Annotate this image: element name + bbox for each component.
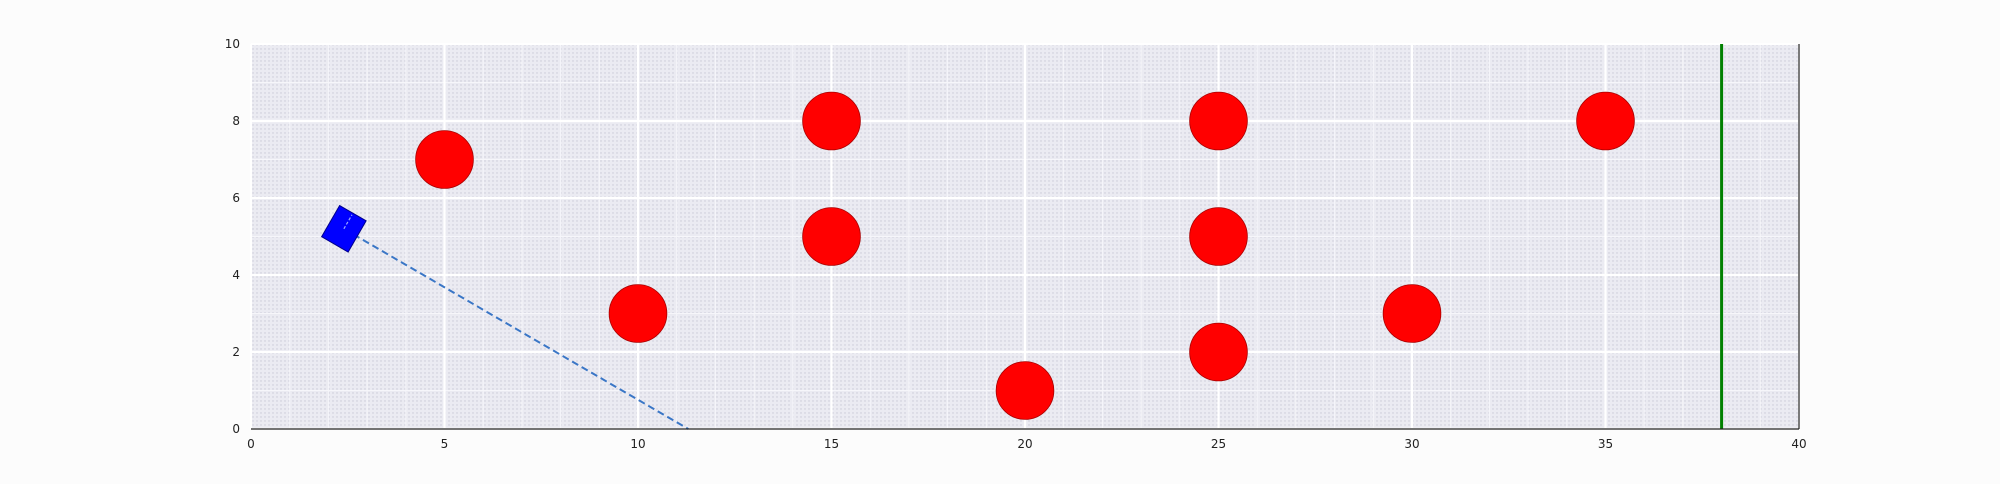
x-tick-label: 30 (1404, 437, 1419, 451)
obstacle-point (995, 361, 1055, 420)
x-axis-ticks: 0 5 10 15 20 25 30 35 40 (247, 437, 1806, 451)
chart-marks (320, 44, 1724, 430)
y-tick-label: 0 (232, 422, 240, 436)
plot-frame (251, 44, 1800, 430)
y-tick-label: 6 (232, 191, 240, 205)
agent-marker (320, 204, 367, 253)
x-tick-label: 35 (1598, 437, 1613, 451)
obstacle-point (802, 91, 861, 151)
agent-heading (343, 214, 353, 230)
x-tick-label: 0 (247, 437, 255, 451)
x-tick-label: 40 (1791, 437, 1806, 451)
x-tick-label: 5 (441, 437, 449, 451)
y-tick-label: 2 (232, 345, 240, 359)
obstacle-point (1189, 207, 1248, 266)
x-tick-label: 20 (1017, 437, 1032, 451)
minor-grid (251, 44, 1799, 429)
y-axis-ticks: 0 2 4 6 8 10 (225, 37, 240, 436)
obstacle-point (415, 130, 474, 189)
obstacle-point (1189, 91, 1248, 151)
y-tick-label: 8 (232, 114, 240, 128)
obstacle-point (1382, 284, 1442, 343)
x-tick-label: 10 (630, 437, 645, 451)
obstacle-point (802, 207, 861, 266)
x-tick-label: 25 (1211, 437, 1226, 451)
obstacle-point (608, 284, 668, 343)
obstacle-point (1576, 91, 1635, 151)
trajectory-line (343, 227, 689, 430)
x-tick-label: 15 (824, 437, 839, 451)
obstacle-point (1189, 322, 1248, 382)
y-tick-label: 4 (232, 268, 240, 282)
y-tick-label: 10 (225, 37, 240, 51)
